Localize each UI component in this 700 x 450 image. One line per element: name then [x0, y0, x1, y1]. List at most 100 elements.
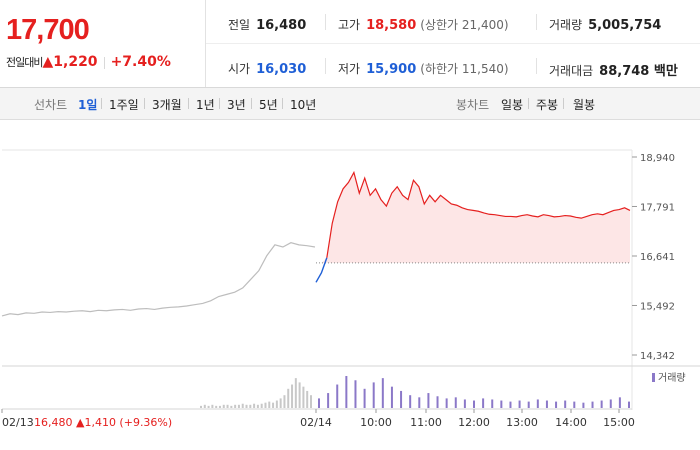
stat-label: 저가: [338, 62, 361, 76]
volume-bar-today: [436, 396, 439, 408]
volume-bar-today: [445, 398, 448, 408]
divider: [251, 98, 252, 109]
stat-high: 고가 18,580 (상한가 21,400): [338, 16, 509, 33]
divider: [325, 58, 326, 74]
today-line-down: [315, 257, 328, 283]
today-line-up: [326, 170, 631, 258]
volume-legend-label: 거래량: [658, 372, 686, 384]
price-box: 17,700 전일대비▲1,220 +7.40%: [0, 0, 206, 87]
tab-3m[interactable]: 3개월: [152, 98, 182, 112]
volume-bar-today: [609, 399, 612, 408]
divider: [325, 14, 326, 30]
tab-3y[interactable]: 3년: [227, 98, 246, 112]
volume-bar-today: [628, 401, 630, 408]
volume-bar-today: [491, 399, 494, 408]
divider: [536, 14, 537, 30]
volume-bar-prev: [302, 386, 305, 408]
stat-label: 거래량: [549, 18, 583, 32]
volume-bar-today: [509, 401, 512, 408]
volume-bar-today: [545, 400, 548, 408]
volume-bar-today: [463, 399, 466, 408]
volume-bar-prev: [241, 403, 244, 408]
volume-bar-today: [473, 400, 475, 408]
volume-bar-prev: [230, 405, 233, 408]
stat-value: 88,748 백만: [599, 64, 678, 79]
stat-amount: 거래대금 88,748 백만: [549, 60, 678, 79]
volume-bar-prev: [215, 405, 218, 408]
volume-bar-prev: [200, 405, 202, 408]
stat-value: 16,480: [256, 18, 307, 33]
volume-bar-prev: [256, 404, 259, 408]
divider: [563, 98, 564, 109]
tab-1d[interactable]: 1일: [78, 98, 98, 112]
x-tick-label: 14:00: [555, 416, 587, 429]
prev-day-close: 16,480 ▲1,410 (+9.36%): [34, 416, 172, 429]
volume-bar-today: [582, 402, 585, 408]
volume-bar-today: [363, 388, 366, 408]
volume-legend-swatch: [652, 373, 655, 382]
tab-1w[interactable]: 1주일: [109, 98, 139, 112]
volume-bar-today: [564, 400, 567, 408]
volume-bar-today: [591, 401, 594, 408]
volume-bar-today: [500, 400, 503, 408]
volume-bar-prev: [249, 404, 252, 408]
volume-bar-prev: [268, 401, 271, 408]
volume-bar-today: [600, 400, 603, 408]
x-tick-label: 11:00: [410, 416, 442, 429]
stat-value: 18,580: [366, 18, 417, 33]
divider: [528, 98, 529, 109]
tab-weekly[interactable]: 주봉: [536, 98, 559, 112]
volume-bar-today: [454, 397, 457, 408]
volume-bar-prev: [279, 398, 282, 408]
divider: [206, 43, 700, 44]
stat-sub: (하한가 11,540): [420, 62, 509, 76]
stat-label: 전일: [228, 18, 251, 32]
price-change: 전일대비▲1,220 +7.40%: [6, 54, 171, 70]
tab-monthly[interactable]: 월봉: [573, 98, 596, 112]
stat-prev: 전일 16,480: [228, 16, 306, 33]
volume-bar-prev: [275, 400, 278, 408]
volume-bar-prev: [222, 404, 225, 408]
volume-bar-prev: [218, 405, 221, 408]
divider: [188, 98, 189, 109]
volume-bar-today: [336, 384, 339, 408]
divider: [103, 56, 105, 69]
tab-10y[interactable]: 10년: [290, 98, 317, 112]
volume-bar-prev: [253, 403, 256, 408]
today-fill-area: [316, 172, 630, 263]
volume-bar-prev: [310, 395, 312, 408]
current-price: 17,700: [6, 14, 90, 46]
volume-bar-prev: [264, 402, 267, 408]
quote-header: 17,700 전일대비▲1,220 +7.40% 전일 16,480 고가 18,58…: [0, 0, 700, 88]
divider: [101, 98, 102, 109]
y-tick-label: 17,791: [640, 202, 675, 213]
volume-bar-prev: [237, 404, 240, 408]
volume-bar-prev: [283, 395, 286, 408]
divider: [219, 98, 220, 109]
tab-1y[interactable]: 1년: [196, 98, 215, 112]
volume-bar-today: [318, 398, 320, 408]
stat-sub: (상한가 21,400): [420, 18, 509, 32]
stat-label: 고가: [338, 18, 361, 32]
stat-label: 시가: [228, 62, 251, 76]
volume-bar-prev: [291, 384, 294, 408]
tab-5y[interactable]: 5년: [259, 98, 278, 112]
volume-bar-today: [354, 380, 357, 408]
volume-bar-today: [427, 393, 430, 408]
stat-value: 15,900: [366, 62, 417, 77]
volume-bar-today: [536, 399, 539, 408]
candle-chart-label: 봉차트: [456, 98, 490, 112]
divider: [282, 98, 283, 109]
volume-bar-today: [418, 397, 421, 408]
chart-tabs: 선차트 1일 1주일 3개월 1년 3년 5년 10년 봉차트 일봉 주봉 월봉: [0, 88, 700, 120]
volume-bar-today: [372, 382, 375, 408]
tab-daily[interactable]: 일봉: [501, 98, 524, 112]
volume-bar-prev: [287, 388, 290, 408]
x-tick-label: 12:00: [458, 416, 490, 429]
volume-bar-prev: [294, 378, 297, 408]
y-tick-label: 16,641: [640, 252, 675, 263]
stat-open: 시가 16,030: [228, 60, 306, 77]
x-tick-label: 15:00: [603, 416, 635, 429]
divider: [536, 58, 537, 74]
